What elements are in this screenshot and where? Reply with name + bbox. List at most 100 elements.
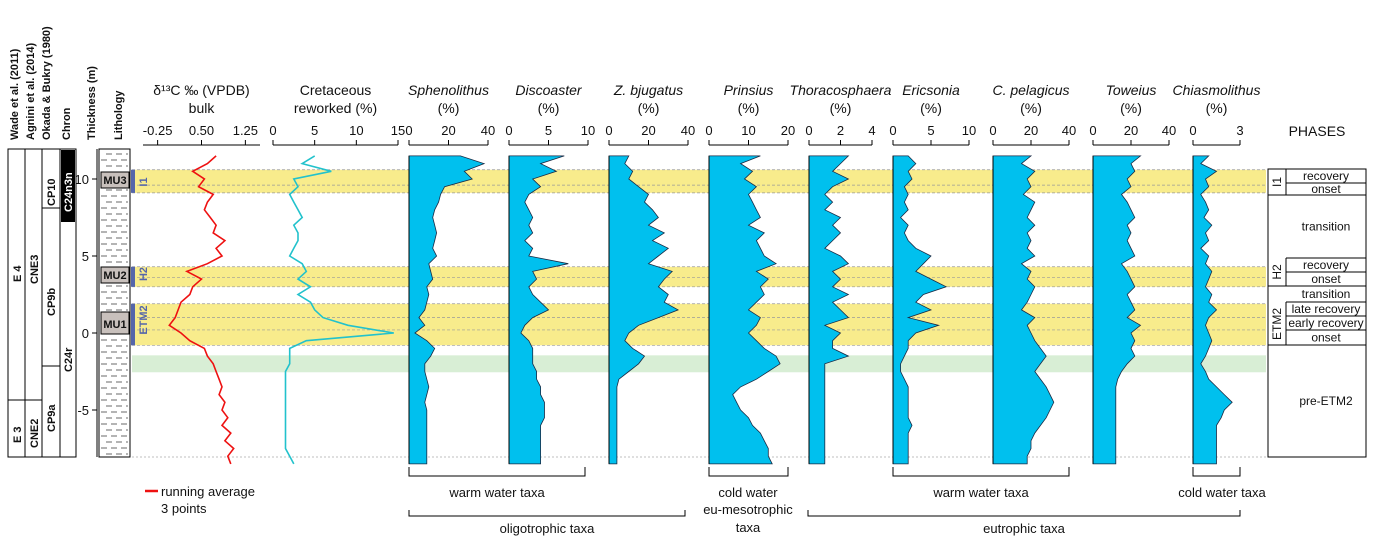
phase-label-2: transition <box>1302 220 1351 234</box>
panel-9: Toweius (%) 0 20 40 <box>1089 82 1176 465</box>
panel-tick-label-9-1: 20 <box>1124 123 1138 138</box>
panel-tick-label-7-2: 10 <box>962 123 976 138</box>
group-warm-2: warm water taxa <box>932 485 1029 500</box>
panel-2: Sphenolithus (%) 0 20 40 <box>405 82 495 465</box>
chron-normal-polarity <box>61 150 75 222</box>
panel-subtitle-9: (%) <box>1120 100 1142 116</box>
panel-title-10: Chiasmolithus <box>1173 82 1261 98</box>
panel-area-9 <box>1092 155 1142 465</box>
biozone-columns <box>7 148 77 458</box>
legend-text-2: 3 points <box>161 501 207 516</box>
phase-label-5: transition <box>1302 287 1351 301</box>
panel-subtitle-5: (%) <box>738 100 760 116</box>
panel-subtitle-1: reworked (%) <box>294 100 377 116</box>
panel-area-4 <box>608 155 680 465</box>
unit-mu3: MU3 <box>103 175 126 187</box>
lithology-column <box>98 148 131 458</box>
panel-1: Cretaceous reworked (%) 0 5 10 15 <box>269 82 405 465</box>
panel-tick-label-2-0: 0 <box>405 123 412 138</box>
panel-title-1: Cretaceous <box>300 82 372 98</box>
phase-label-0: recovery <box>1303 169 1349 183</box>
panel-tick-label-6-2: 4 <box>868 123 875 138</box>
event-bars: I1 H2 ETM2 <box>131 169 150 346</box>
event-bar-0 <box>131 169 135 193</box>
panel-tick-label-5-2: 20 <box>781 123 795 138</box>
panel-title-2: Sphenolithus <box>408 82 489 98</box>
panel-tick-label-4-1: 20 <box>641 123 655 138</box>
panel-tick-label-10-1: 3 <box>1236 123 1243 138</box>
panel-tick-label-8-2: 40 <box>1062 123 1076 138</box>
thickness-tick-label-2: 0 <box>82 326 89 341</box>
panel-tick-label-6-0: 0 <box>805 123 812 138</box>
panel-subtitle-3: (%) <box>538 100 560 116</box>
header-agnini: Agnini et al. (2014) <box>25 42 37 140</box>
phases-frame <box>1267 168 1367 458</box>
phase-label-9: pre-ETM2 <box>1299 394 1353 408</box>
group-taxa: taxa <box>736 520 761 535</box>
panel-title-7: Ericsonia <box>902 82 960 98</box>
panel-tick-label-7-1: 5 <box>927 123 934 138</box>
phases-title: PHASES <box>1289 123 1346 139</box>
chron-c24n3n: C24n3n <box>63 172 75 212</box>
group-cold-1: cold water <box>718 485 778 500</box>
panel-subtitle-10: (%) <box>1206 100 1228 116</box>
panel-title-0: δ¹³C ‰ (VPDB) <box>153 82 249 98</box>
panel-line-0 <box>168 155 235 465</box>
panel-area-6 <box>808 155 850 465</box>
panel-tick-label-8-0: 0 <box>989 123 996 138</box>
panel-area-3 <box>508 155 569 465</box>
panel-tick-label-1-3: 15 <box>391 123 405 138</box>
panel-title-5: Prinsius <box>724 82 774 98</box>
column-headers: Wade et al. (2011) Agnini et al. (2014) … <box>9 26 125 140</box>
zone-e3: E 3 <box>12 426 24 443</box>
panel-subtitle-8: (%) <box>1020 100 1042 116</box>
panel-5: Prinsius (%) 0 10 20 <box>705 82 795 465</box>
panel-area-7 <box>892 155 948 465</box>
thickness-tick-label-0: 10 <box>75 172 89 187</box>
panel-10: Chiasmolithus (%) 0 3 <box>1173 82 1261 465</box>
phase-label-8: onset <box>1311 331 1341 345</box>
thickness-axis: 10 5 0 -5 <box>75 149 98 457</box>
panel-tick-label-7-0: 0 <box>889 123 896 138</box>
panel-4: Z. bjugatus (%) 0 20 40 <box>605 82 695 465</box>
phase-label-4: onset <box>1311 272 1341 286</box>
phase-label-1: onset <box>1311 182 1341 196</box>
group-cold-2: cold water taxa <box>1178 485 1266 500</box>
panel-title-3: Discoaster <box>515 82 582 98</box>
event-label-0: I1 <box>138 177 150 186</box>
panel-tick-label-1-0: 0 <box>269 123 276 138</box>
unit-mu2: MU2 <box>103 270 126 282</box>
event-label-2: ETM2 <box>138 305 150 334</box>
panel-3: Discoaster (%) 0 5 10 <box>505 82 595 465</box>
panel-tick-label-0-2: 1.25 <box>233 123 258 138</box>
zone-cne3: CNE3 <box>29 255 41 284</box>
panel-area-10 <box>1192 155 1233 465</box>
panel-subtitle-4: (%) <box>638 100 660 116</box>
phase-label-6: late recovery <box>1292 302 1361 316</box>
panel-tick-label-10-0: 0 <box>1189 123 1196 138</box>
phase-side-label-1: H2 <box>1270 264 1284 280</box>
phase-label-7: early recovery <box>1288 316 1363 330</box>
data-panels: δ¹³C ‰ (VPDB) bulk -0.25 0.50 1.25 Cretaceous… <box>143 82 1261 465</box>
panel-subtitle-6: (%) <box>830 100 852 116</box>
panel-tick-label-0-1: 0.50 <box>189 123 214 138</box>
panel-tick-label-2-1: 20 <box>441 123 455 138</box>
zone-cp9b: CP9b <box>46 288 58 316</box>
panel-tick-label-4-2: 40 <box>681 123 695 138</box>
header-lithology: Lithology <box>113 90 125 140</box>
panel-tick-label-2-2: 40 <box>481 123 495 138</box>
unit-boxes: MU3 MU2 MU1 <box>100 171 130 335</box>
panel-subtitle-7: (%) <box>920 100 942 116</box>
panel-subtitle-2: (%) <box>438 100 460 116</box>
panel-tick-label-4-0: 0 <box>605 123 612 138</box>
group-oligotrophic: oligotrophic taxa <box>500 521 595 536</box>
panel-0: δ¹³C ‰ (VPDB) bulk -0.25 0.50 1.25 <box>143 82 260 465</box>
panel-tick-label-0-0: -0.25 <box>143 123 173 138</box>
panel-title-4: Z. bjugatus <box>613 82 683 98</box>
panel-area-8 <box>992 155 1055 465</box>
phase-side-label-0: I1 <box>1270 177 1284 187</box>
panel-title-9: Toweius <box>1106 82 1157 98</box>
zone-cp9a: CP9a <box>46 404 58 432</box>
zone-cp10: CP10 <box>46 178 58 206</box>
